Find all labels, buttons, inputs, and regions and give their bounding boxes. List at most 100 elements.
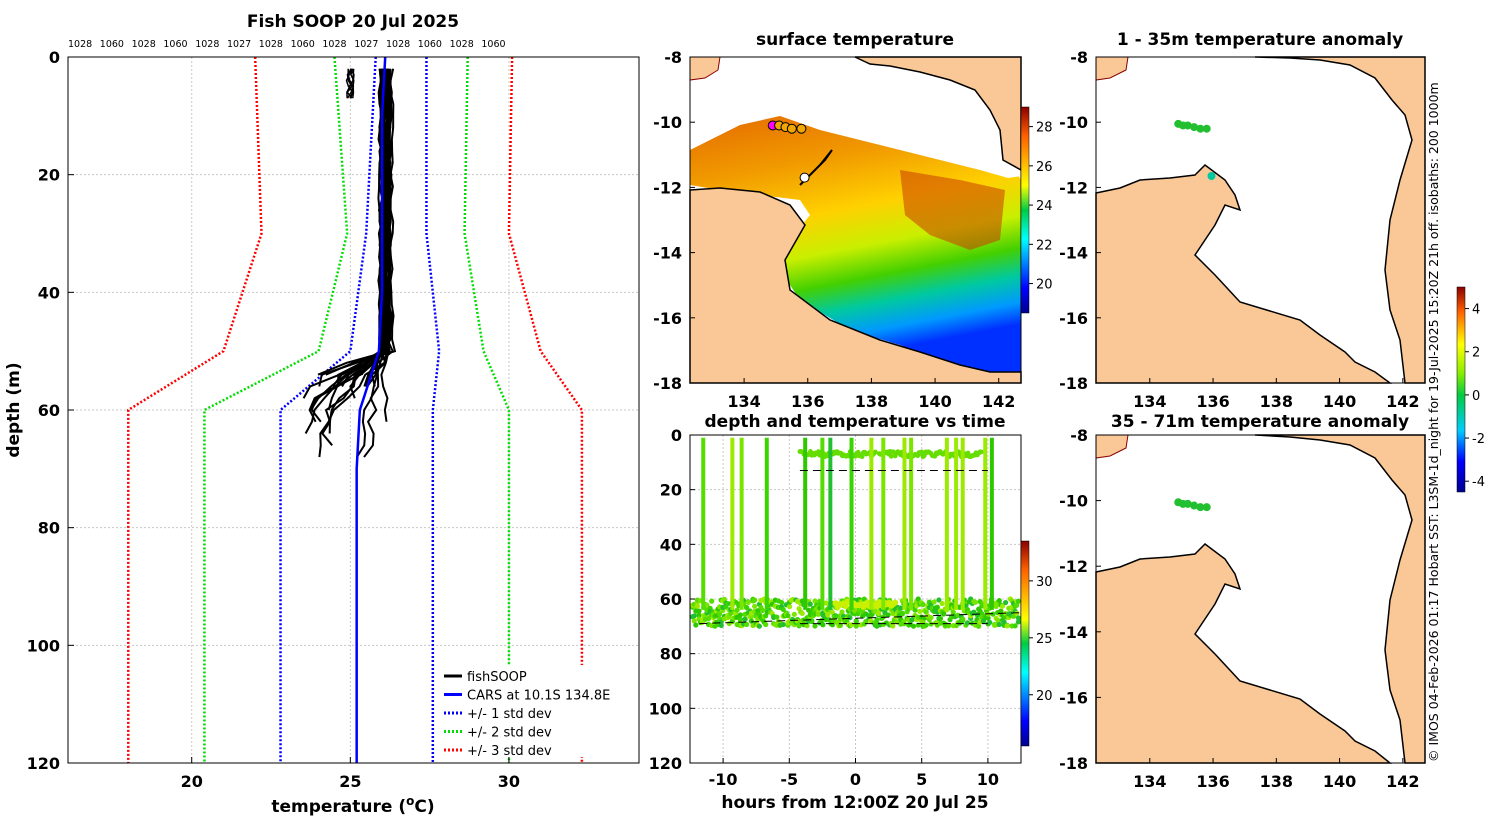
anom1-axes-box xyxy=(1095,56,1426,384)
sample-point xyxy=(1001,619,1007,625)
sample-point xyxy=(885,612,891,618)
sample-point xyxy=(752,597,758,603)
fishsoop-profile xyxy=(324,68,385,434)
sample-point xyxy=(972,599,979,605)
xlabel-close: ) xyxy=(427,797,435,817)
sst-coast-inlet xyxy=(799,149,833,186)
top-label: 1028 xyxy=(386,39,410,50)
xlabel-open: ( xyxy=(392,797,406,817)
sample-point xyxy=(780,606,786,613)
sample-point xyxy=(928,615,934,621)
y-tick-label: 40 xyxy=(660,535,682,554)
sample-point xyxy=(812,598,818,604)
legend-box xyxy=(437,665,619,757)
profile-legend: fishSOOP CARS at 10.1S 134.8E +/- 1 std de… xyxy=(437,665,619,759)
y-tick-label: 60 xyxy=(38,401,60,420)
sample-point xyxy=(1015,615,1021,621)
sample-point xyxy=(820,622,826,628)
sample-point xyxy=(737,612,743,618)
sample-point xyxy=(919,449,925,455)
surface-temperature-map: 134 136 138 140 142 -8 -10 -12 -14 -16 -18 surface… xyxy=(653,30,1052,411)
sample-point xyxy=(807,601,813,607)
y-tick-label: -8 xyxy=(1070,426,1088,445)
fishsoop-profile xyxy=(346,68,355,99)
x-tick-label: 140 xyxy=(1323,772,1356,791)
std-line-lower xyxy=(279,57,377,763)
sst-warm-core xyxy=(900,170,1005,250)
sample-point xyxy=(890,610,896,617)
top-label: 1028 xyxy=(132,39,156,50)
y-tick-label: 0 xyxy=(49,48,60,67)
x-tick-label: 138 xyxy=(855,392,888,411)
top-label: 1028 xyxy=(68,39,92,50)
sample-point xyxy=(993,603,999,609)
fishsoop-profile xyxy=(302,68,389,399)
top-label: 1028 xyxy=(195,39,219,50)
profile-grid xyxy=(68,56,639,764)
colorbar-tick-label: 28 xyxy=(1036,121,1053,136)
x-tick-label: 10 xyxy=(977,770,999,789)
colorbar-tick-label: -4 xyxy=(1472,475,1485,490)
sample-point xyxy=(987,619,993,626)
std-line-upper xyxy=(425,57,441,763)
x-tick-label: 134 xyxy=(727,392,760,411)
colorbar-tick-label: 30 xyxy=(1036,575,1053,590)
y-tick-label: 100 xyxy=(27,636,60,655)
y-tick-label: -12 xyxy=(1059,557,1088,576)
colorbar-tick-label: 2 xyxy=(1472,346,1480,361)
x-tick-label: 142 xyxy=(1386,392,1419,411)
y-tick-label: 120 xyxy=(27,754,60,773)
top-label: 1027 xyxy=(227,39,251,50)
legend-label: +/- 1 std dev xyxy=(467,707,552,722)
depth-time-xlabel: hours from 12:00Z 20 Jul 25 xyxy=(721,793,988,813)
sample-point xyxy=(892,599,899,606)
x-tick-label: 142 xyxy=(1386,772,1419,791)
dashed-depth-line xyxy=(699,612,1021,625)
sample-point xyxy=(899,611,905,617)
profile-chart: 20 25 30 0 20 40 60 80 100 120 Fish SOOP 20 Jul 2… xyxy=(4,12,640,817)
sample-point xyxy=(976,623,982,629)
legend-label: +/- 3 std dev xyxy=(467,744,552,759)
x-tick-label: 136 xyxy=(1196,392,1229,411)
std-line-upper xyxy=(507,57,584,763)
anom1-land-south xyxy=(1095,164,1393,384)
sample-point xyxy=(737,616,743,623)
y-tick-label: -16 xyxy=(1059,688,1088,707)
top-label: 1028 xyxy=(450,39,474,50)
top-label: 1060 xyxy=(291,39,315,50)
sample-point xyxy=(717,611,723,617)
x-tick-label: 138 xyxy=(1260,772,1293,791)
y-tick-label: 120 xyxy=(649,754,682,773)
sample-point xyxy=(694,603,701,609)
top-label: 1060 xyxy=(100,39,124,50)
top-label: 1028 xyxy=(322,39,346,50)
anomaly-map-shallow: 134 136 138 140 142 -8 -10 -12 -14 -16 -18 1 - 35m… xyxy=(1059,30,1426,411)
std-line-lower xyxy=(127,57,263,763)
x-tick-label: -5 xyxy=(780,770,798,789)
sample-point xyxy=(945,622,952,629)
y-tick-label: -16 xyxy=(653,309,682,328)
sample-point xyxy=(839,609,845,615)
sample-point xyxy=(696,608,702,614)
sample-point xyxy=(779,599,785,606)
sample-point xyxy=(734,607,740,613)
track-point xyxy=(786,123,797,134)
top-label: 1028 xyxy=(259,39,283,50)
y-tick-label: -18 xyxy=(1059,374,1088,393)
anomaly-colorbar-ticks: -4 -2 0 2 4 xyxy=(1465,303,1485,490)
sample-point xyxy=(815,611,821,617)
sample-point xyxy=(786,604,793,610)
x-tick-label: 140 xyxy=(1323,392,1356,411)
cars-line xyxy=(355,57,387,763)
x-tick-label: 136 xyxy=(791,392,824,411)
anom1-points xyxy=(1174,119,1216,180)
x-tick-label: 136 xyxy=(1196,772,1229,791)
x-tick-label: -10 xyxy=(709,770,738,789)
colorbar-tick-label: 4 xyxy=(1472,303,1480,318)
xlabel-unit: C xyxy=(414,797,426,817)
sample-point xyxy=(752,603,758,609)
fishsoop-profile xyxy=(337,68,383,387)
anom2-ticks: 134 136 138 140 142 -8 -10 -12 -14 -16 -18 xyxy=(1059,426,1419,791)
sample-point xyxy=(748,618,755,624)
